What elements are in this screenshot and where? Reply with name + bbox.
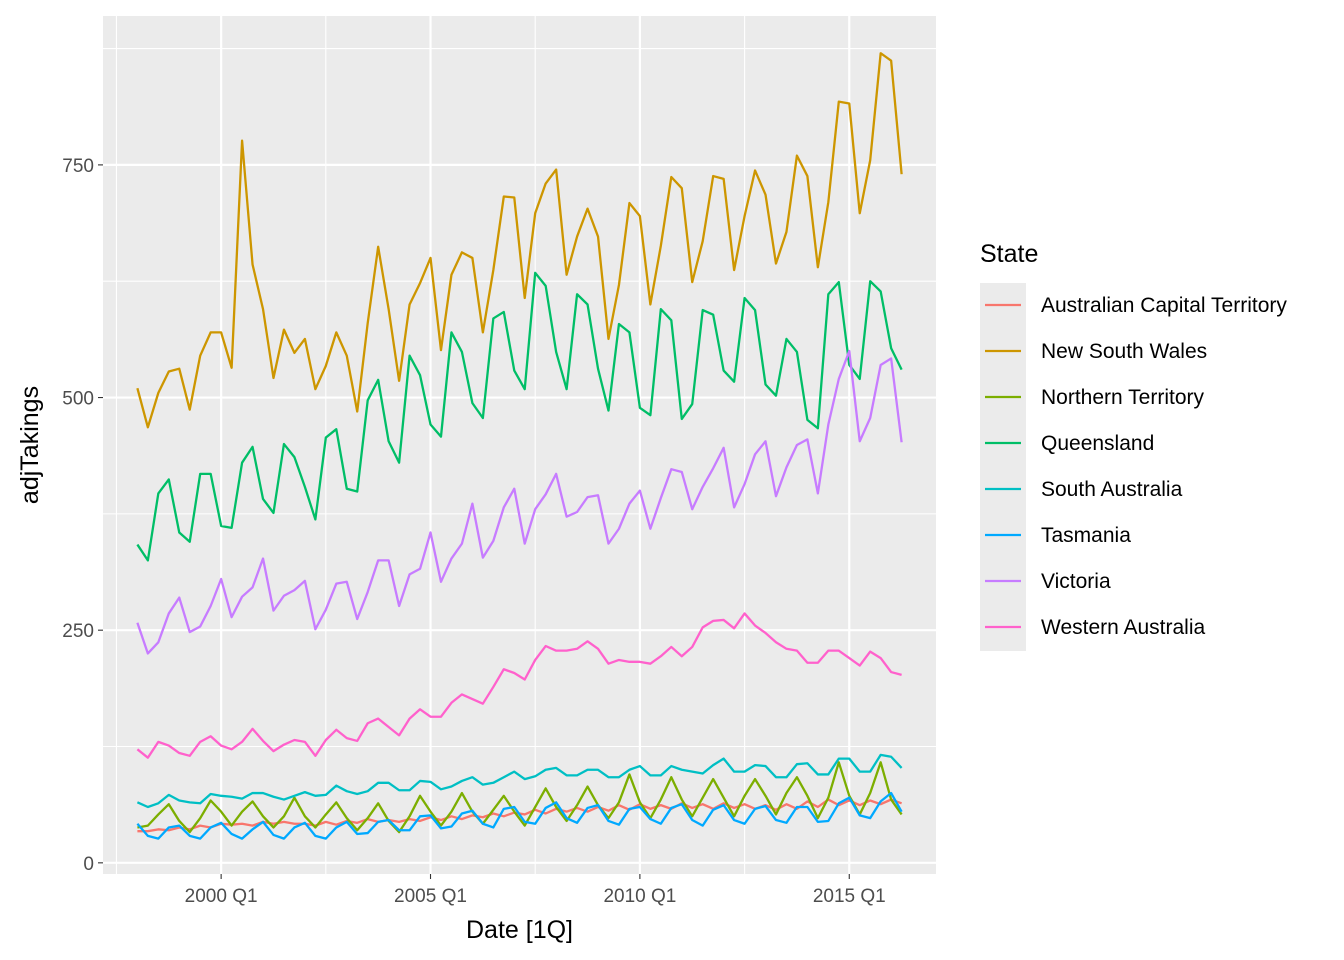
x-axis-title: Date [1Q] bbox=[466, 916, 573, 944]
legend-title: State bbox=[980, 240, 1038, 268]
series-line bbox=[136, 52, 903, 429]
series-line bbox=[136, 791, 903, 840]
series-line bbox=[136, 753, 903, 809]
x-tick-label: 2010 Q1 bbox=[603, 886, 676, 907]
legend-label: South Australia bbox=[1041, 478, 1183, 501]
x-tick-label: 2005 Q1 bbox=[394, 886, 467, 907]
series-line bbox=[136, 271, 903, 562]
legend-label: Australian Capital Territory bbox=[1041, 294, 1287, 317]
y-tick-label: 750 bbox=[62, 156, 94, 177]
x-tick-label: 2000 Q1 bbox=[185, 886, 258, 907]
y-axis: 0 250 500 750 bbox=[62, 156, 103, 875]
legend-items: Australian Capital Territory New South Wa… bbox=[985, 294, 1287, 639]
series-line bbox=[137, 761, 903, 834]
y-tick-label: 250 bbox=[62, 621, 94, 642]
series-lines bbox=[136, 52, 903, 840]
series-line bbox=[136, 349, 903, 655]
x-axis: 2000 Q1 2005 Q1 2010 Q1 2015 Q1 bbox=[185, 874, 886, 907]
y-axis-title: adjTakings bbox=[16, 386, 44, 504]
legend-label: Western Australia bbox=[1041, 616, 1206, 639]
legend-label: Victoria bbox=[1041, 570, 1111, 593]
legend-label: New South Wales bbox=[1041, 340, 1207, 363]
legend-label: Tasmania bbox=[1041, 524, 1131, 547]
x-tick-label: 2015 Q1 bbox=[813, 886, 886, 907]
y-tick-label: 0 bbox=[83, 854, 94, 875]
legend-label: Northern Territory bbox=[1041, 386, 1204, 409]
major-gridlines bbox=[103, 16, 936, 874]
legend-key-background bbox=[980, 283, 1026, 651]
legend: State Australian Capital Territory New So… bbox=[980, 240, 1287, 651]
y-tick-label: 500 bbox=[62, 389, 94, 410]
series-line bbox=[136, 612, 902, 759]
panel-background bbox=[103, 16, 936, 874]
legend-label: Queensland bbox=[1041, 432, 1154, 455]
